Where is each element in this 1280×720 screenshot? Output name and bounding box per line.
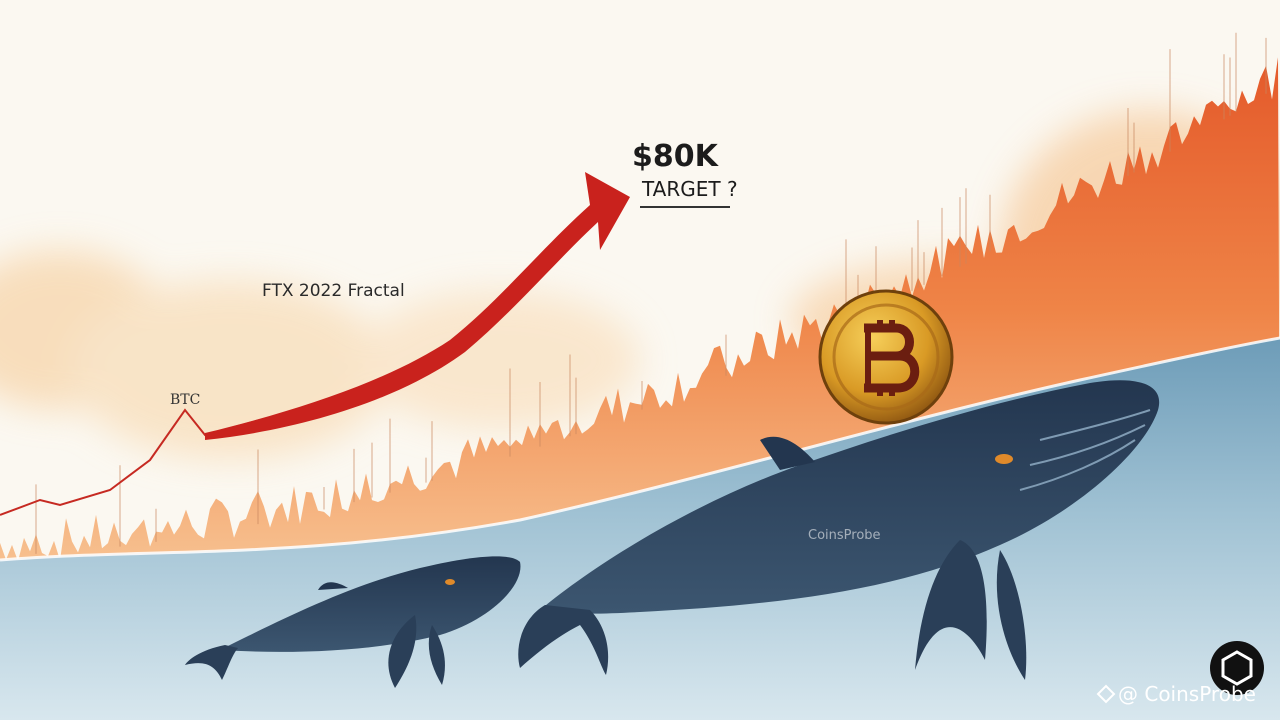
target-price: $80K (632, 139, 720, 174)
trend-line (0, 408, 261, 516)
bitcoin-coin (818, 289, 954, 425)
asset-label: BTC (170, 392, 200, 408)
corner-logo (1096, 641, 1264, 704)
watermark-corner: @ CoinsProbe (1118, 682, 1256, 706)
small-whale (185, 556, 521, 688)
target-label: TARGET ? (641, 177, 738, 201)
fractal-label: FTX 2022 Fractal (262, 281, 405, 301)
water-surface (0, 336, 1280, 562)
large-whale (518, 380, 1160, 680)
watermark-center: CoinsProbe (808, 528, 881, 543)
